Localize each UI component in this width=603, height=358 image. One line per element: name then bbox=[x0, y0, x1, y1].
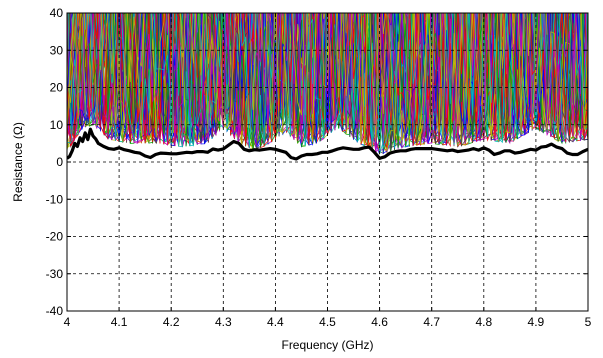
series-layer bbox=[67, 127, 588, 161]
x-tick-label: 4.9 bbox=[528, 315, 545, 329]
y-tick-label: -30 bbox=[46, 267, 64, 281]
y-tick-label: -10 bbox=[46, 192, 64, 206]
background-curve bbox=[83, 13, 588, 149]
background-curve bbox=[67, 13, 588, 155]
x-tick-label: 4.8 bbox=[475, 315, 492, 329]
x-tick-label: 4.3 bbox=[215, 315, 232, 329]
y-tick-label: -40 bbox=[46, 304, 64, 318]
y-tick-label: 40 bbox=[50, 6, 64, 20]
y-tick-label: 0 bbox=[56, 155, 63, 169]
series-line-min-resistance bbox=[67, 127, 588, 161]
background-curve bbox=[67, 13, 588, 148]
x-tick-label: 4.7 bbox=[423, 315, 440, 329]
x-tick-label: 5 bbox=[585, 315, 592, 329]
x-tick-label: 4.5 bbox=[319, 315, 336, 329]
background-curve bbox=[67, 13, 588, 151]
y-axis-label: Resistance (Ω) bbox=[11, 122, 25, 202]
y-tick-label: 30 bbox=[50, 43, 64, 57]
axis-ticks: 4 4.1 4.2 4.3 4.4 4.5 4.6 4.7 4.8 4.9 5 -40 -30 -20 -1… bbox=[46, 6, 592, 329]
background-curve bbox=[70, 13, 588, 146]
x-tick-label: 4.4 bbox=[267, 315, 284, 329]
background-curves bbox=[67, 13, 588, 155]
y-tick-label: 20 bbox=[50, 81, 64, 95]
x-tick-label: 4.6 bbox=[371, 315, 388, 329]
x-tick-label: 4 bbox=[64, 315, 71, 329]
x-tick-label: 4.2 bbox=[163, 315, 180, 329]
grid-lines bbox=[67, 13, 588, 311]
x-axis-label: Frequency (GHz) bbox=[281, 338, 373, 352]
x-tick-label: 4.1 bbox=[111, 315, 128, 329]
y-tick-label: 10 bbox=[50, 118, 64, 132]
y-tick-label: -20 bbox=[46, 230, 64, 244]
